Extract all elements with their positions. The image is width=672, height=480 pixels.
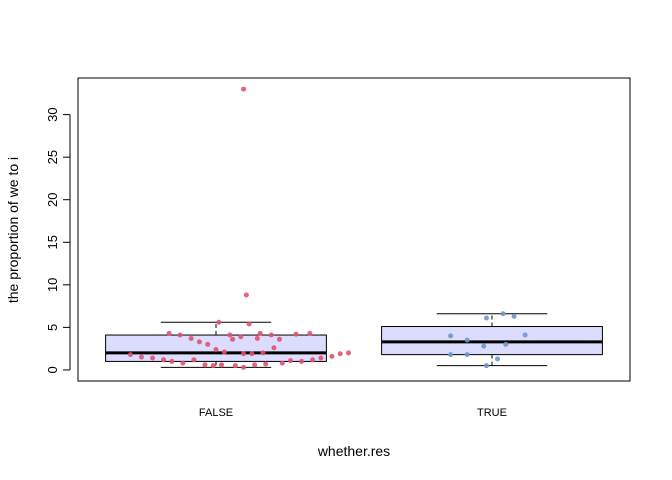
data-point <box>271 345 277 351</box>
data-point <box>448 333 454 339</box>
data-point <box>196 339 202 345</box>
data-point <box>293 331 299 337</box>
data-point <box>257 330 263 336</box>
data-point <box>161 357 167 363</box>
data-point <box>318 355 324 361</box>
data-point <box>138 354 144 360</box>
data-point <box>263 361 269 367</box>
data-point <box>310 357 316 363</box>
data-point <box>448 352 454 358</box>
data-point <box>213 347 219 353</box>
data-point <box>260 350 266 356</box>
data-point <box>483 363 489 369</box>
data-point <box>205 341 211 347</box>
data-point <box>337 351 343 357</box>
y-tick-label: 15 <box>45 235 60 249</box>
data-point <box>221 349 227 355</box>
data-point <box>299 358 305 364</box>
data-point <box>307 330 313 336</box>
data-point <box>210 363 216 369</box>
data-point <box>177 332 183 338</box>
data-point <box>329 353 335 359</box>
boxes-layer <box>105 313 603 368</box>
data-point <box>191 357 197 363</box>
data-point <box>495 356 501 362</box>
data-point <box>288 358 294 364</box>
data-point <box>254 335 260 341</box>
data-point <box>180 360 186 366</box>
x-axis-label: whether.res <box>317 443 390 459</box>
data-point <box>166 330 172 336</box>
x-tick-label-true: TRUE <box>477 407 507 419</box>
box-true <box>381 313 603 367</box>
data-point <box>241 364 247 370</box>
y-axis-label: the proportion of we to i <box>5 157 21 303</box>
data-point <box>522 332 528 338</box>
data-point <box>232 363 238 369</box>
data-point <box>169 358 175 364</box>
data-point <box>243 292 249 298</box>
data-point <box>464 337 470 343</box>
data-point <box>511 313 517 319</box>
data-point <box>219 362 225 368</box>
data-point <box>188 335 194 341</box>
data-point <box>230 336 236 342</box>
data-point <box>252 362 258 368</box>
data-point <box>268 332 274 338</box>
data-point <box>464 352 470 358</box>
data-point <box>241 86 247 92</box>
data-point <box>481 343 487 349</box>
data-point <box>202 362 208 368</box>
data-point <box>249 351 255 357</box>
y-tick-label: 5 <box>45 324 60 331</box>
data-point <box>127 352 133 358</box>
x-tick-label-false: FALSE <box>199 407 233 419</box>
y-tick-label: 30 <box>45 107 60 121</box>
data-point <box>500 311 506 317</box>
x-axis: FALSE TRUE <box>199 407 507 419</box>
y-tick-label: 25 <box>45 150 60 164</box>
data-point <box>503 341 509 347</box>
data-point <box>246 321 252 327</box>
points-true <box>448 311 528 369</box>
data-point <box>345 350 351 356</box>
data-point <box>238 334 244 340</box>
data-point <box>279 360 285 366</box>
data-point <box>483 315 489 321</box>
y-tick-label: 20 <box>45 192 60 206</box>
data-point <box>150 355 156 361</box>
data-point <box>241 351 247 357</box>
y-tick-label: 10 <box>45 278 60 292</box>
y-axis: 0 5 10 15 20 25 30 <box>45 107 71 374</box>
data-point <box>227 332 233 338</box>
data-point <box>216 319 222 325</box>
plot-frame <box>77 77 631 382</box>
y-tick-label: 0 <box>45 366 60 373</box>
points-layer <box>127 86 528 370</box>
data-point <box>276 336 282 342</box>
points-false <box>127 86 351 370</box>
